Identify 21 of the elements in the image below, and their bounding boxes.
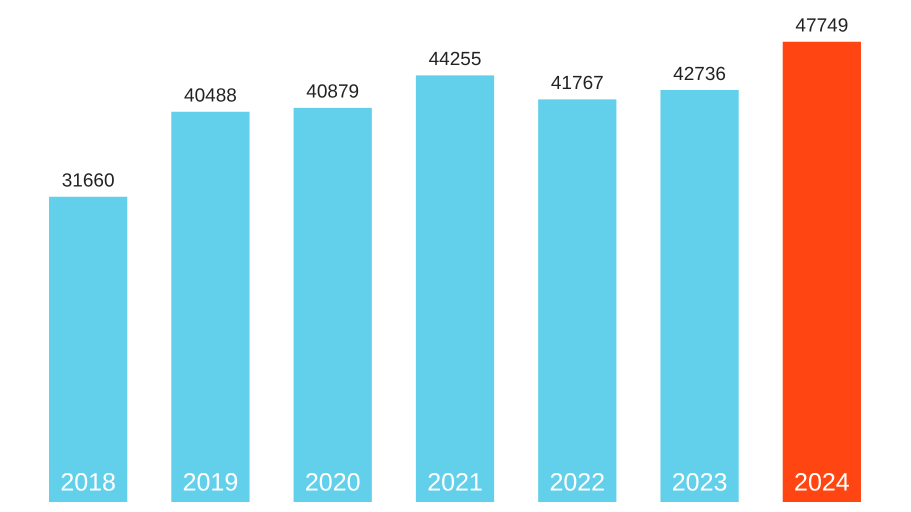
x-tick-label: 2018 [60,468,116,496]
x-tick-label: 2020 [304,468,361,496]
x-tick-label: 2024 [794,468,850,496]
bar [660,90,739,502]
bar [171,112,250,502]
x-tick-label: 2019 [182,468,238,496]
bar [416,75,494,502]
data-label: 41767 [550,73,604,94]
data-label: 42736 [673,64,726,85]
bar [49,196,128,502]
bar [294,108,372,502]
data-label: 40879 [306,82,360,103]
bar [538,99,616,502]
data-label: 31660 [62,170,115,192]
bar [782,42,861,502]
x-tick-label: 2022 [549,468,606,496]
x-tick-label: 2021 [427,468,483,496]
x-tick-label: 2023 [672,468,728,496]
data-label: 40488 [184,85,237,106]
data-label: 44255 [428,49,482,70]
data-label: 47749 [795,15,848,36]
